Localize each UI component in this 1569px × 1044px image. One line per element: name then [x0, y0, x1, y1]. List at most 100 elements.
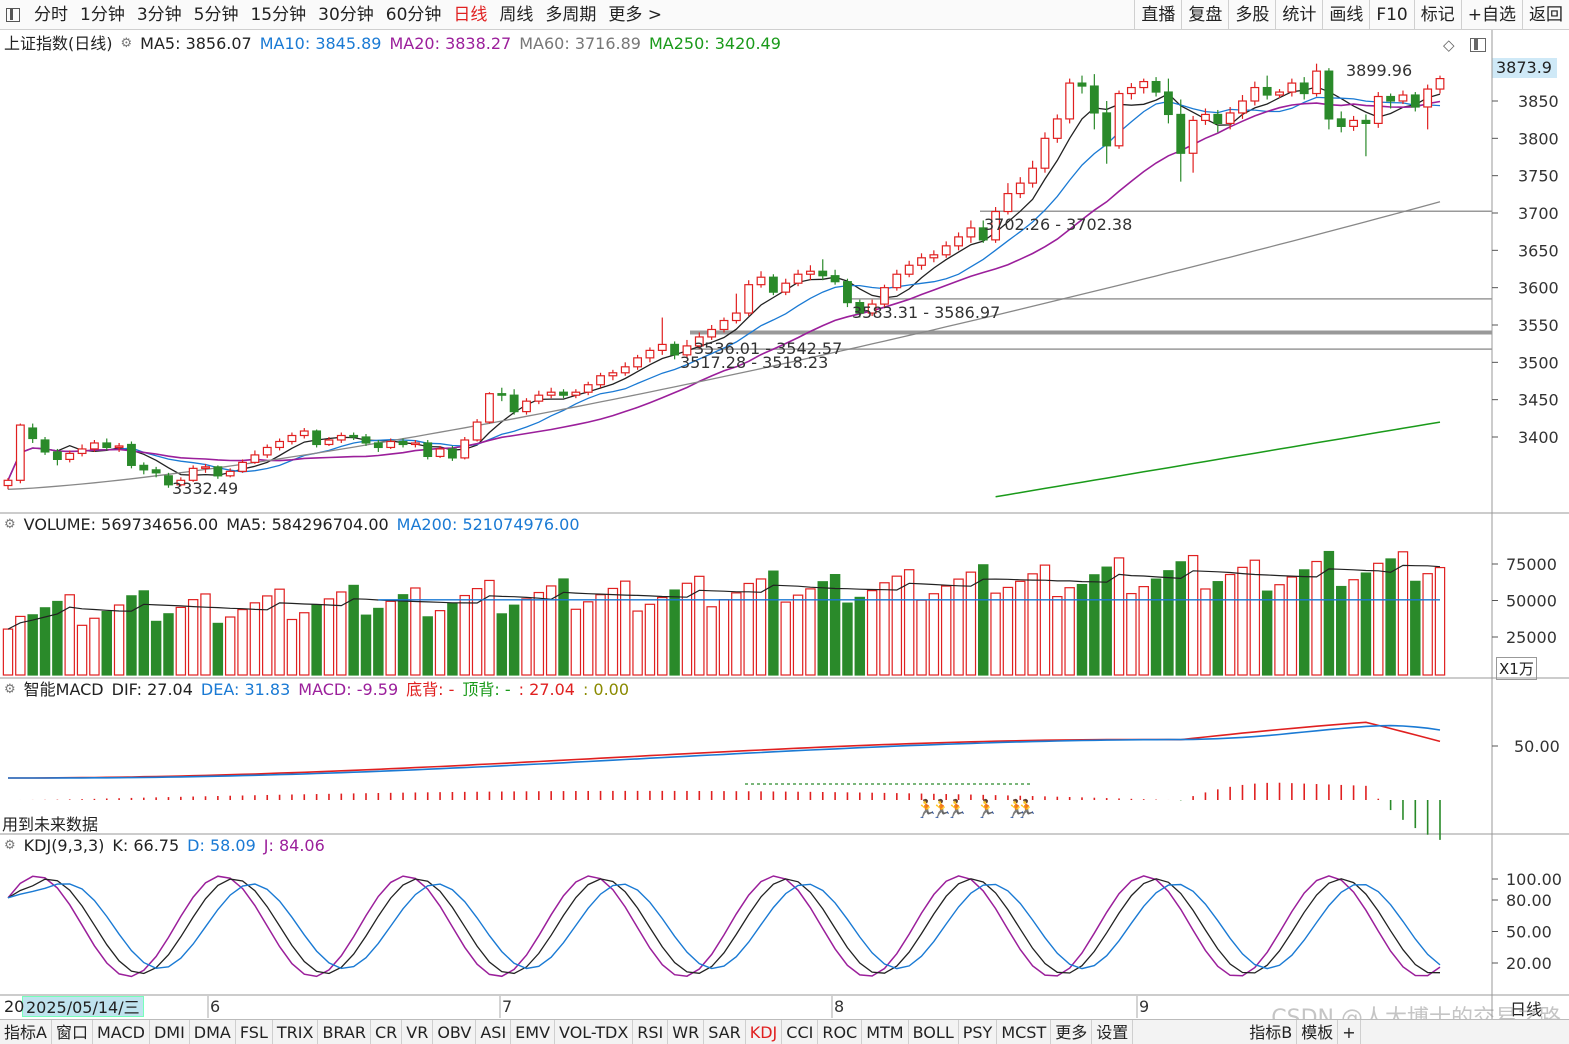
toolbar-button-7[interactable]: +自选 [1460, 0, 1522, 30]
indicator-0[interactable]: 指标A [0, 1019, 52, 1044]
indicator-10[interactable]: OBV [433, 1019, 477, 1044]
tab-3[interactable]: 5分钟 [193, 4, 239, 25]
volume-bar [249, 602, 261, 676]
toolbar-button-1[interactable]: 复盘 [1181, 0, 1228, 30]
indicator-9[interactable]: VR [402, 1019, 434, 1044]
volume-bar [212, 622, 224, 676]
volume-tick-label: 25000 [1506, 628, 1557, 647]
tab-8[interactable]: 周线 [499, 4, 534, 25]
sidebar-toggle-icon[interactable] [6, 7, 20, 22]
volume-bar [1237, 566, 1248, 676]
indicator-21[interactable]: BOLL [909, 1019, 959, 1044]
tab-5[interactable]: 30分钟 [318, 4, 374, 25]
indicator-3[interactable]: DMI [150, 1019, 190, 1044]
indicator-4[interactable]: DMA [190, 1019, 236, 1044]
volume-bar [262, 595, 273, 676]
indicator-2[interactable]: MACD [93, 1019, 150, 1044]
volume-bar [731, 592, 742, 676]
toolbar-button-8[interactable]: 返回 [1522, 0, 1569, 30]
tab-10[interactable]: 更多 > [608, 4, 663, 25]
tab-7[interactable]: 日线 [453, 4, 488, 25]
volume-label: VOLUME: 569734656.00 [23, 515, 219, 534]
candle-body [1250, 86, 1260, 102]
tab-9[interactable]: 多周期 [545, 4, 597, 25]
indicator-27[interactable]: 模板 [1297, 1019, 1339, 1044]
toolbar-button-6[interactable]: 标记 [1413, 0, 1461, 30]
volume-bar [768, 570, 779, 676]
indicator-14[interactable]: RSI [633, 1019, 669, 1044]
indicator-15[interactable]: WR [668, 1019, 705, 1044]
indicator-13[interactable]: VOL-TDX [555, 1019, 634, 1044]
volume-bar [1410, 580, 1421, 676]
indicator-1[interactable]: 窗口 [52, 1019, 93, 1044]
candle-body [312, 430, 322, 446]
volume-bar [607, 587, 619, 676]
candle-body [522, 400, 531, 413]
candle-body [682, 345, 692, 356]
volume-gear-icon[interactable]: ⚙ [4, 517, 16, 532]
indicator-6[interactable]: TRIX [273, 1019, 319, 1044]
toolbar-button-0[interactable]: 直播 [1134, 0, 1181, 30]
indicator-11[interactable]: ASI [476, 1019, 512, 1044]
indicator-20[interactable]: MTM [862, 1019, 909, 1044]
month-label: 8 [834, 997, 844, 1016]
indicator-17[interactable]: KDJ [746, 1019, 783, 1044]
indicator-22[interactable]: PSY [959, 1019, 998, 1044]
kdj-tick-label: 80.00 [1506, 891, 1552, 910]
indicator-25[interactable]: 设置 [1092, 1019, 1134, 1044]
tab-4[interactable]: 15分钟 [250, 4, 307, 25]
volume-bar [1150, 578, 1162, 676]
current-price-tag: 3873.9 [1492, 58, 1557, 78]
candle-body [1225, 112, 1235, 124]
tab-1[interactable]: 1分钟 [80, 4, 125, 25]
candle-body [1151, 80, 1161, 93]
indicator-7[interactable]: BRAR [318, 1019, 371, 1044]
candle-body [114, 445, 124, 449]
kdj-tick-label: 100.00 [1506, 870, 1562, 889]
candle-body [559, 391, 568, 396]
candle-body [880, 287, 889, 305]
candle-body [1040, 137, 1050, 169]
volume-bar [805, 588, 816, 676]
volume-bar [1175, 561, 1186, 676]
indicator-8[interactable]: CR [371, 1019, 403, 1044]
tab-2[interactable]: 3分钟 [136, 4, 182, 25]
ma250-label: MA250: 3420.49 [648, 34, 781, 53]
candle-body [855, 302, 865, 314]
indicator-5[interactable]: FSL [236, 1019, 273, 1044]
volume-bar [1015, 580, 1026, 676]
toolbar-button-5[interactable]: F10 [1369, 0, 1413, 30]
indicator-12[interactable]: EMV [511, 1019, 556, 1044]
volume-bar [582, 601, 594, 676]
toolbar-button-2[interactable]: 多股 [1228, 0, 1275, 30]
month-label: 6 [210, 997, 220, 1016]
main-panel-title: 上证指数(日线) [4, 34, 113, 53]
macd-gear-icon[interactable]: ⚙ [4, 682, 16, 697]
tab-0[interactable]: 分时 [34, 4, 68, 25]
indicator-28[interactable]: + [1338, 1019, 1361, 1044]
indicator-26[interactable]: 指标B [1245, 1019, 1298, 1044]
kdj-gear-icon[interactable]: ⚙ [4, 838, 16, 853]
candle-body [435, 448, 445, 458]
candle-body [768, 276, 778, 293]
candle-body [250, 454, 260, 463]
diamond-icon[interactable]: ◇ [1443, 36, 1455, 54]
indicator-23[interactable]: MCST [997, 1019, 1052, 1044]
macd-value-label: MACD: -9.59 [298, 680, 399, 699]
settings-gear-icon[interactable]: ⚙ [120, 36, 133, 51]
volume-bar [200, 593, 211, 676]
indicator-24[interactable]: 更多 [1051, 1019, 1093, 1044]
candle-body [1201, 113, 1210, 122]
indicator-16[interactable]: SAR [704, 1019, 746, 1044]
window-toggle-icon[interactable] [1470, 38, 1486, 52]
candle-body [151, 469, 161, 474]
ma250-line [995, 421, 1441, 498]
toolbar-button-4[interactable]: 画线 [1322, 0, 1369, 30]
indicator-19[interactable]: ROC [818, 1019, 863, 1044]
indicator-18[interactable]: CCI [782, 1019, 819, 1044]
toolbar-button-3[interactable]: 统计 [1275, 0, 1322, 30]
kdj-tick-label: 20.00 [1506, 954, 1552, 973]
candle-body [1435, 77, 1445, 90]
tab-6[interactable]: 60分钟 [385, 4, 442, 25]
volume-bar [916, 599, 927, 676]
